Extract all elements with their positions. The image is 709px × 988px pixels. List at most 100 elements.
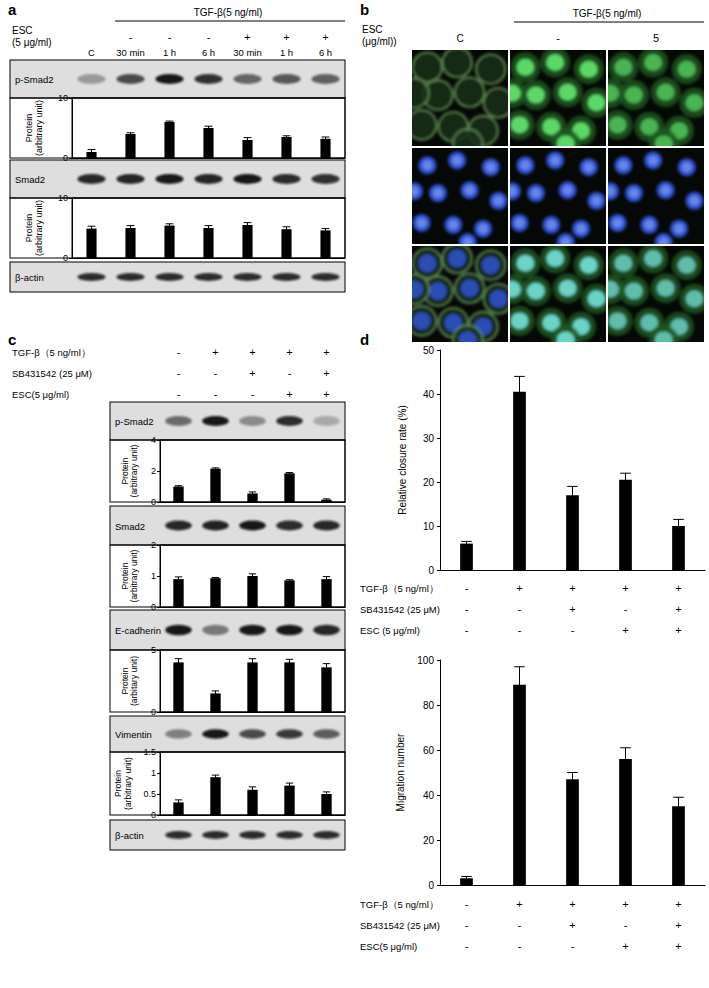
svg-text:0: 0 [151, 497, 156, 507]
svg-text:b: b [360, 1, 369, 18]
svg-text:Migration number: Migration number [395, 733, 406, 811]
svg-text:-: - [214, 388, 218, 400]
svg-text:-: - [518, 940, 522, 952]
svg-text:100: 100 [417, 655, 434, 666]
svg-text:ESC (5 μg/ml): ESC (5 μg/ml) [360, 625, 420, 636]
svg-text:(arbitrary unit): (arbitrary unit) [129, 549, 139, 602]
svg-text:-: - [556, 32, 560, 44]
svg-text:-: - [518, 624, 522, 636]
svg-text:Protein: Protein [120, 667, 130, 694]
svg-text:(μg/ml)): (μg/ml)) [362, 36, 397, 47]
svg-text:-: - [624, 919, 628, 931]
svg-text:-: - [465, 624, 469, 636]
svg-text:(arbitrary unit): (arbitrary unit) [123, 757, 133, 810]
svg-text:SB431542 (25 μM): SB431542 (25 μM) [360, 920, 440, 931]
svg-text:(arbitrary unit): (arbitrary unit) [34, 200, 44, 256]
svg-text:TGF-β(5 ng/ml): TGF-β(5 ng/ml) [573, 8, 642, 19]
svg-text:-: - [214, 367, 218, 379]
svg-text:-: - [518, 919, 522, 931]
svg-text:-: - [177, 388, 181, 400]
svg-text:6 h: 6 h [319, 47, 332, 58]
svg-text:-: - [251, 388, 255, 400]
svg-text:+: + [622, 582, 628, 594]
svg-text:+: + [622, 624, 628, 636]
svg-text:a: a [8, 1, 17, 18]
svg-text:-: - [465, 582, 469, 594]
svg-text:4: 4 [151, 435, 156, 445]
svg-text:TGF-β（5 ng/ml）: TGF-β（5 ng/ml） [360, 899, 439, 910]
svg-text:Protein: Protein [24, 114, 34, 143]
svg-text:+: + [516, 898, 522, 910]
svg-text:+: + [322, 31, 328, 43]
svg-text:1: 1 [151, 768, 156, 778]
svg-text:+: + [516, 582, 522, 594]
svg-text:-: - [465, 919, 469, 931]
svg-text:+: + [323, 388, 329, 400]
svg-text:0: 0 [63, 153, 68, 163]
svg-text:Smad2: Smad2 [15, 174, 45, 185]
svg-text:p-Smad2: p-Smad2 [115, 416, 154, 427]
svg-text:-: - [571, 940, 575, 952]
svg-text:Protein: Protein [120, 457, 130, 484]
svg-text:0: 0 [151, 602, 156, 612]
svg-text:-: - [465, 940, 469, 952]
svg-text:-: - [571, 624, 575, 636]
svg-text:40: 40 [423, 790, 435, 801]
svg-text:+: + [212, 346, 218, 358]
svg-text:+: + [622, 940, 628, 952]
svg-text:1: 1 [151, 571, 156, 581]
svg-text:β-actin: β-actin [15, 272, 44, 283]
svg-text:+: + [569, 582, 575, 594]
svg-text:20: 20 [423, 477, 435, 488]
svg-text:Protein: Protein [24, 214, 34, 243]
svg-text:-: - [177, 367, 181, 379]
svg-text:TGF-β（5 ng/ml）: TGF-β（5 ng/ml） [12, 347, 91, 358]
svg-text:2: 2 [151, 540, 156, 550]
svg-text:6 h: 6 h [202, 47, 215, 58]
svg-text:80: 80 [423, 700, 435, 711]
svg-text:-: - [518, 603, 522, 615]
svg-text:+: + [675, 603, 681, 615]
svg-text:5: 5 [653, 32, 659, 44]
svg-text:+: + [249, 346, 255, 358]
svg-text:30 min: 30 min [116, 47, 145, 58]
svg-text:+: + [323, 367, 329, 379]
svg-text:ESC: ESC [12, 25, 33, 36]
svg-text:ESC: ESC [362, 24, 383, 35]
svg-text:+: + [249, 367, 255, 379]
svg-text:10: 10 [423, 521, 435, 532]
svg-text:(arbitrary unit): (arbitrary unit) [34, 100, 44, 156]
svg-text:40: 40 [423, 389, 435, 400]
svg-text:-: - [624, 603, 628, 615]
svg-text:(arbitrary unit): (arbitrary unit) [129, 444, 139, 497]
svg-text:-: - [129, 31, 133, 43]
svg-text:ESC(5 μg/ml): ESC(5 μg/ml) [360, 941, 417, 952]
svg-text:60: 60 [423, 745, 435, 756]
svg-text:+: + [675, 919, 681, 931]
svg-text:+: + [675, 582, 681, 594]
svg-text:-: - [465, 898, 469, 910]
svg-text:0: 0 [428, 880, 434, 891]
svg-text:0: 0 [63, 253, 68, 263]
svg-text:C: C [456, 33, 463, 44]
svg-text:SB431542 (25 μM): SB431542 (25 μM) [12, 368, 92, 379]
svg-text:Smad2: Smad2 [115, 521, 145, 532]
svg-text:+: + [569, 603, 575, 615]
svg-text:p-Smad2: p-Smad2 [15, 74, 54, 85]
svg-text:2: 2 [151, 466, 156, 476]
svg-text:TGF-β（5 ng/ml）: TGF-β（5 ng/ml） [360, 583, 439, 594]
svg-text:(arbitary unit): (arbitary unit) [129, 656, 139, 706]
svg-text:Protein: Protein [113, 770, 123, 797]
svg-text:+: + [283, 31, 289, 43]
svg-text:SB431542 (25 μM): SB431542 (25 μM) [360, 604, 440, 615]
svg-text:50: 50 [423, 345, 435, 356]
svg-text:+: + [675, 624, 681, 636]
svg-text:d: d [360, 331, 369, 348]
svg-text:-: - [177, 346, 181, 358]
svg-text:-: - [465, 603, 469, 615]
svg-text:20: 20 [423, 835, 435, 846]
svg-text:+: + [675, 898, 681, 910]
svg-text:-: - [207, 31, 211, 43]
svg-text:5: 5 [151, 645, 156, 655]
svg-text:30: 30 [423, 433, 435, 444]
